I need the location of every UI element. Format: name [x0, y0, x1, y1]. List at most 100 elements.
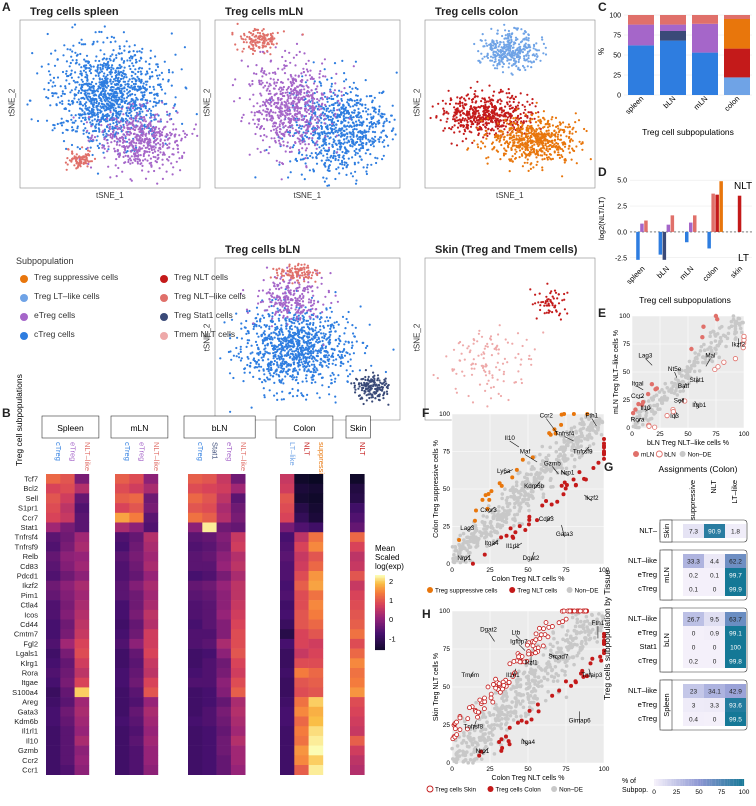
cell-point — [128, 157, 132, 160]
cell-point — [146, 144, 150, 147]
cell-point — [307, 94, 310, 97]
cell-point — [270, 36, 273, 39]
cell-point — [261, 381, 264, 384]
cell-point — [297, 74, 300, 77]
cell-point — [280, 81, 283, 84]
cell-point — [303, 125, 306, 128]
cell-point — [153, 126, 156, 130]
cell-point — [168, 112, 171, 115]
cell-point — [254, 132, 257, 136]
cell-point — [332, 154, 335, 157]
cell-point — [275, 129, 278, 132]
cell-point — [497, 114, 500, 117]
cell-point — [343, 146, 346, 149]
cell-point — [354, 151, 357, 154]
cell-point — [128, 56, 131, 60]
cell-point — [359, 129, 362, 133]
cell-point — [542, 42, 545, 45]
cell-point — [494, 60, 497, 63]
cell-point — [504, 54, 507, 58]
cell-point — [488, 132, 491, 135]
cell-point — [282, 140, 285, 143]
cell-point — [492, 94, 495, 97]
cell-point — [252, 93, 255, 96]
cell-point — [461, 140, 464, 143]
cell-point — [117, 76, 120, 79]
cell-point — [526, 52, 529, 55]
cell-point — [474, 106, 477, 109]
cell-point — [65, 168, 68, 171]
cell-point — [506, 103, 509, 106]
cell-point — [133, 132, 136, 135]
cell-point — [65, 70, 68, 73]
cell-point — [273, 71, 277, 74]
cell-point — [476, 80, 479, 83]
cell-point — [345, 78, 348, 81]
cell-point — [263, 72, 266, 75]
cell-point — [98, 30, 101, 33]
cell-point — [261, 29, 264, 32]
cell-point — [331, 111, 334, 114]
cell-point — [534, 111, 537, 115]
cell-point — [348, 117, 351, 120]
cell-point — [265, 114, 268, 117]
cell-point — [499, 88, 502, 91]
cell-point — [159, 133, 162, 136]
cell-point — [326, 153, 329, 156]
cell-point — [370, 117, 373, 121]
cell-point — [560, 154, 563, 157]
cell-point — [304, 109, 307, 112]
cell-point — [294, 96, 297, 99]
cell-point — [107, 130, 110, 133]
cell-point — [277, 98, 280, 101]
cell-point — [265, 39, 268, 42]
cell-point — [502, 154, 506, 157]
cell-point — [546, 158, 549, 161]
cell-point — [144, 146, 147, 149]
cell-point — [341, 167, 345, 170]
cell-point — [91, 153, 94, 157]
cell-point — [312, 130, 315, 133]
cell-point — [266, 87, 269, 90]
cell-point — [99, 63, 102, 66]
cell-point — [299, 107, 302, 110]
cell-point — [496, 100, 499, 103]
cell-point — [72, 116, 75, 119]
cell-point — [471, 112, 474, 115]
cell-point — [317, 118, 320, 121]
cell-point — [539, 59, 542, 62]
cell-point — [334, 115, 337, 118]
cell-point — [501, 130, 504, 133]
cell-point — [490, 142, 494, 145]
cell-point — [381, 141, 384, 144]
cell-point — [36, 72, 39, 75]
cell-point — [356, 123, 359, 127]
cell-point — [336, 116, 339, 119]
cell-point — [112, 80, 115, 83]
cell-point — [526, 153, 529, 156]
cell-point — [557, 130, 561, 134]
cell-point — [110, 82, 113, 85]
cell-point — [127, 80, 130, 83]
cell-point — [322, 176, 325, 179]
cell-point — [78, 83, 81, 86]
cell-point — [496, 64, 499, 67]
cell-point — [146, 109, 149, 112]
cell-point — [62, 54, 65, 57]
cell-point — [524, 68, 527, 72]
cell-point — [493, 136, 497, 139]
cell-point — [366, 124, 369, 127]
cell-point — [508, 107, 512, 110]
cell-point — [256, 28, 260, 31]
cell-point — [442, 129, 445, 132]
cell-point — [327, 118, 330, 121]
cell-point — [287, 78, 290, 81]
cell-point — [475, 100, 478, 103]
cell-point — [525, 46, 528, 49]
cell-point — [106, 142, 109, 145]
cell-point — [285, 103, 288, 106]
cell-point — [507, 49, 511, 52]
cell-point — [343, 124, 346, 127]
cell-point — [516, 104, 519, 107]
cell-point — [515, 138, 518, 141]
